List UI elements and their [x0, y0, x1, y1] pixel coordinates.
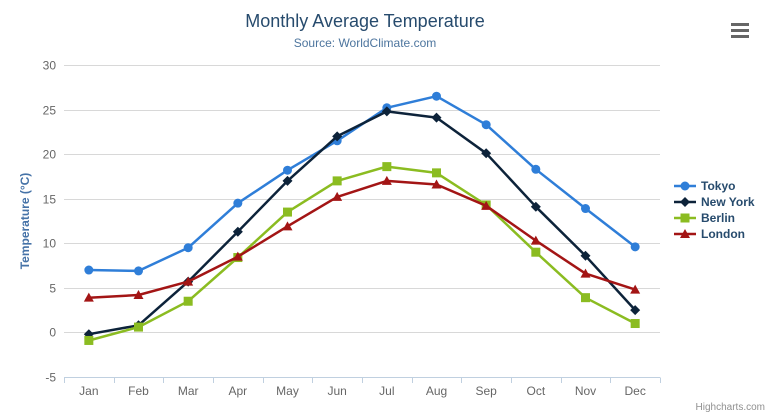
data-point[interactable] [133, 289, 144, 299]
data-point[interactable] [183, 243, 193, 253]
data-point[interactable] [530, 235, 541, 245]
data-point[interactable] [332, 131, 343, 142]
data-point[interactable] [432, 168, 441, 178]
data-point[interactable] [332, 176, 342, 186]
x-axis-category-label: Jan [79, 384, 98, 398]
chart-title: Monthly Average Temperature [245, 11, 485, 31]
series-line [87, 110, 637, 336]
data-point[interactable] [84, 335, 94, 345]
x-axis-category-label: Aug [426, 384, 447, 398]
x-axis-category-label: May [276, 384, 299, 398]
legend-symbol-square-icon [674, 213, 696, 223]
highcharts-credit[interactable]: Highcharts.com [695, 402, 765, 413]
data-point[interactable] [431, 112, 442, 123]
x-axis-category-label: Feb [128, 384, 149, 398]
legend-label: Tokyo [701, 179, 736, 193]
y-axis-title: Temperature (°C) [18, 172, 32, 270]
x-axis-category-label: Jun [327, 384, 346, 398]
data-point[interactable] [84, 265, 94, 275]
data-point[interactable] [581, 293, 590, 303]
data-point[interactable] [183, 296, 193, 306]
data-point[interactable] [530, 201, 541, 212]
data-point[interactable] [282, 221, 293, 231]
y-axis-tick-label: 25 [43, 104, 57, 118]
data-point[interactable] [382, 162, 392, 172]
legend-label: New York [701, 195, 755, 209]
legend-label: London [701, 227, 745, 241]
legend-symbol-diamond-icon [674, 197, 696, 207]
data-point[interactable] [283, 207, 292, 217]
data-point[interactable] [283, 165, 292, 175]
data-point[interactable] [134, 322, 143, 332]
data-point[interactable] [134, 266, 143, 276]
y-axis-tick-label: 5 [49, 282, 56, 296]
series-new-york[interactable] [83, 106, 641, 340]
y-axis-tick-label: -5 [45, 371, 56, 385]
y-axis-tick-label: 0 [49, 326, 56, 340]
legend-item-tokyo[interactable]: Tokyo [674, 179, 755, 193]
x-axis-category-label: Mar [178, 384, 199, 398]
data-point[interactable] [183, 276, 194, 286]
y-axis-tick-label: 15 [43, 193, 57, 207]
legend-item-berlin[interactable]: Berlin [674, 211, 755, 225]
data-point[interactable] [630, 284, 641, 294]
data-point[interactable] [431, 179, 442, 189]
x-axis-category-label: Nov [575, 384, 596, 398]
legend-symbol-triangle-icon [674, 229, 696, 238]
data-point[interactable] [332, 191, 343, 201]
legend: Tokyo New York Berlin London [674, 179, 755, 241]
data-point[interactable] [282, 175, 293, 186]
hamburger-icon [731, 23, 749, 38]
series-line [87, 94, 637, 273]
export-menu-button[interactable] [728, 20, 752, 41]
series-tokyo[interactable] [84, 91, 640, 276]
data-point[interactable] [381, 106, 392, 117]
y-axis-tick-label: 10 [43, 237, 57, 251]
legend-item-london[interactable]: London [674, 227, 755, 241]
data-point[interactable] [232, 251, 243, 261]
data-point[interactable] [481, 120, 491, 130]
data-point[interactable] [580, 250, 591, 261]
x-axis-category-label: Apr [228, 384, 247, 398]
data-point[interactable] [432, 91, 441, 101]
data-point[interactable] [381, 175, 392, 185]
data-point[interactable] [580, 268, 591, 278]
chart-subtitle: Source: WorldClimate.com [293, 36, 437, 50]
data-point[interactable] [531, 247, 541, 257]
series-london[interactable] [83, 175, 641, 302]
data-point[interactable] [630, 305, 641, 316]
x-axis-category-label: Dec [624, 384, 645, 398]
x-axis-category-label: Sep [475, 384, 497, 398]
data-point[interactable] [531, 164, 541, 174]
y-axis-tick-label: 20 [43, 148, 57, 162]
data-point[interactable] [630, 319, 640, 329]
x-axis-category-label: Oct [526, 384, 545, 398]
series-line [87, 165, 637, 342]
legend-item-new-york[interactable]: New York [674, 195, 755, 209]
data-point[interactable] [581, 204, 590, 214]
data-point[interactable] [233, 198, 243, 208]
data-point[interactable] [83, 292, 94, 302]
legend-symbol-circle-icon [674, 181, 696, 191]
data-point[interactable] [232, 226, 243, 237]
series-line [87, 179, 637, 299]
y-axis-tick-label: 30 [43, 59, 57, 73]
data-point[interactable] [481, 200, 492, 210]
data-point[interactable] [481, 148, 492, 159]
data-point[interactable] [630, 242, 640, 252]
x-axis-category-label: Jul [379, 384, 394, 398]
legend-label: Berlin [701, 211, 736, 225]
